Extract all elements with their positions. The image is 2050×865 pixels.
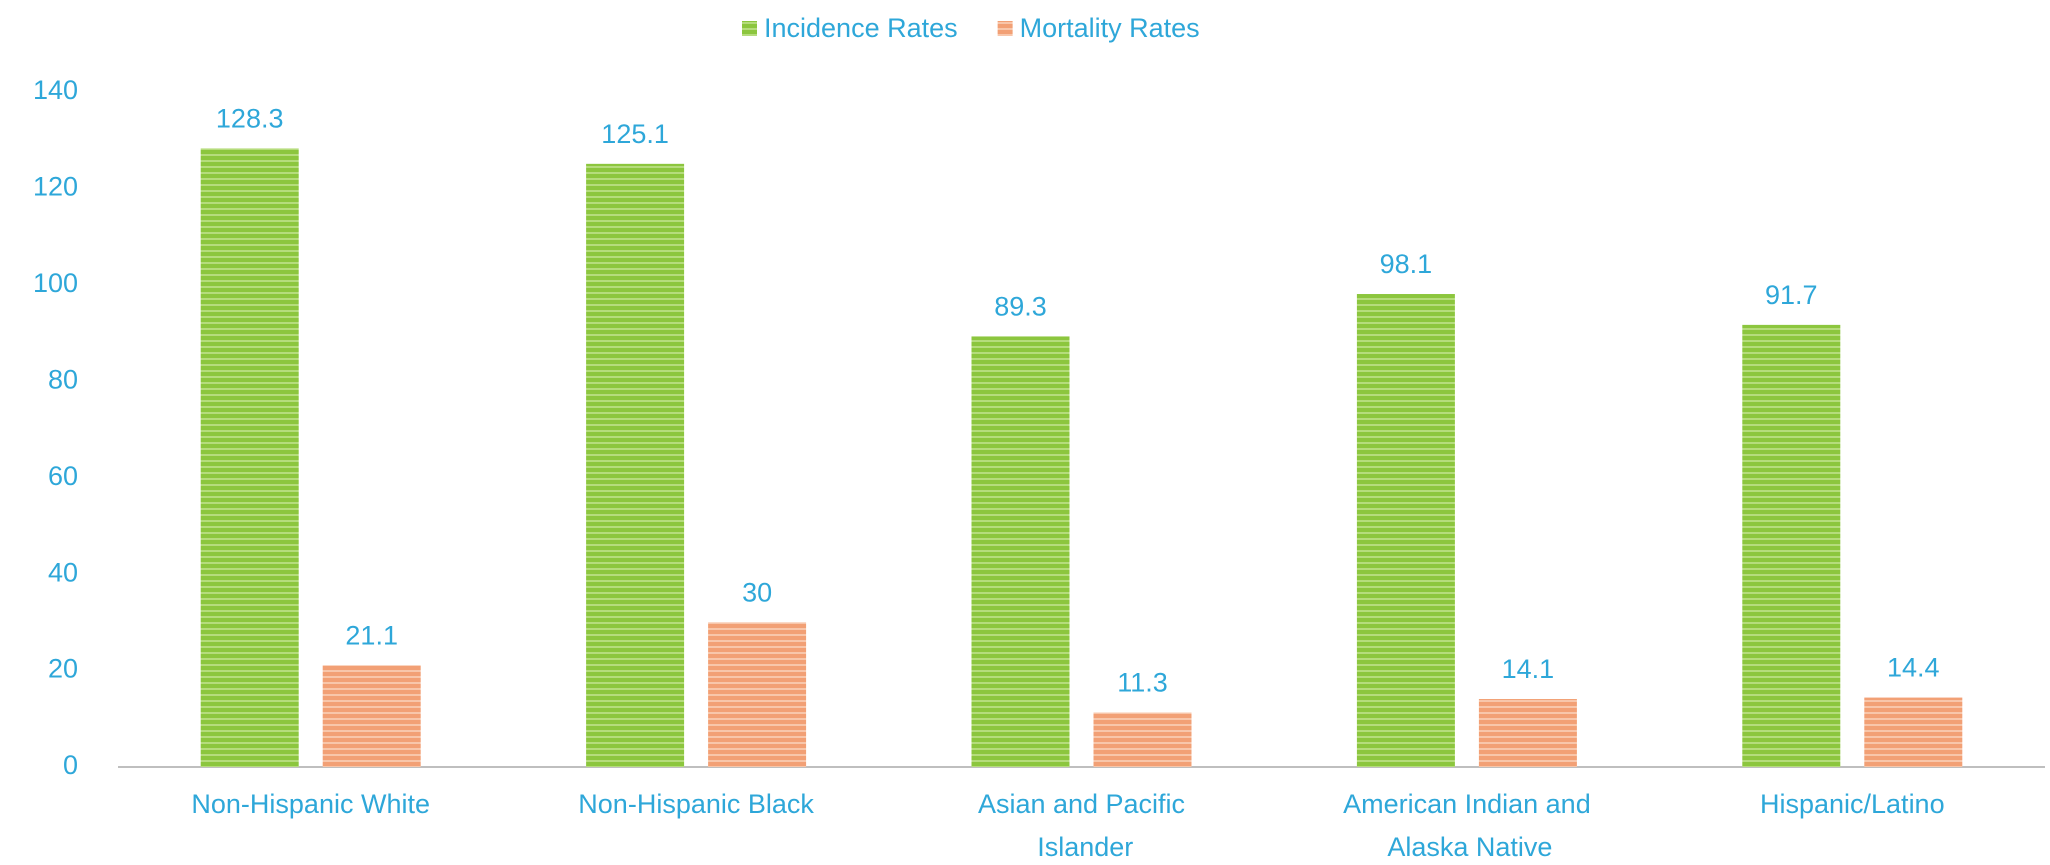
data-label: 91.7 (1765, 280, 1818, 310)
data-label: 14.4 (1887, 653, 1940, 683)
y-tick-label: 40 (48, 557, 78, 587)
y-tick-label: 0 (63, 750, 78, 780)
data-label: 21.1 (345, 620, 398, 650)
data-label: 98.1 (1380, 249, 1433, 279)
y-tick-label: 100 (33, 268, 78, 298)
data-label: 89.3 (994, 292, 1047, 322)
legend-swatch (997, 21, 1013, 36)
bar (1093, 712, 1192, 767)
data-label: 128.3 (216, 104, 284, 134)
bar (322, 665, 421, 767)
bar (1356, 294, 1455, 767)
bar (1864, 697, 1963, 767)
x-tick-label: Hispanic/Latino (1760, 789, 1945, 819)
data-label: 30 (742, 577, 772, 607)
y-tick-label: 120 (33, 172, 78, 202)
y-tick-label: 20 (48, 654, 78, 684)
data-label: 11.3 (1117, 668, 1168, 698)
legend-label: Incidence Rates (764, 13, 958, 43)
bar (1742, 324, 1841, 767)
x-tick-label: Non-Hispanic White (191, 789, 430, 819)
x-tick-label: Asian and Pacific Islander (978, 789, 1185, 862)
bar (1478, 699, 1577, 767)
legend-swatch (742, 21, 757, 36)
legend-label: Mortality Rates (1020, 13, 1200, 43)
bar (971, 336, 1070, 767)
y-tick-label: 80 (48, 364, 78, 394)
y-tick-label: 60 (48, 461, 78, 491)
y-tick-label: 140 (33, 75, 78, 105)
bar (586, 163, 685, 767)
bar (200, 148, 299, 768)
data-label: 125.1 (601, 119, 669, 149)
bar (708, 622, 807, 767)
data-label: 14.1 (1502, 654, 1555, 684)
x-tick-label: American Indian and Alaska Native (1343, 789, 1591, 862)
x-tick-label: Non-Hispanic Black (578, 789, 814, 819)
